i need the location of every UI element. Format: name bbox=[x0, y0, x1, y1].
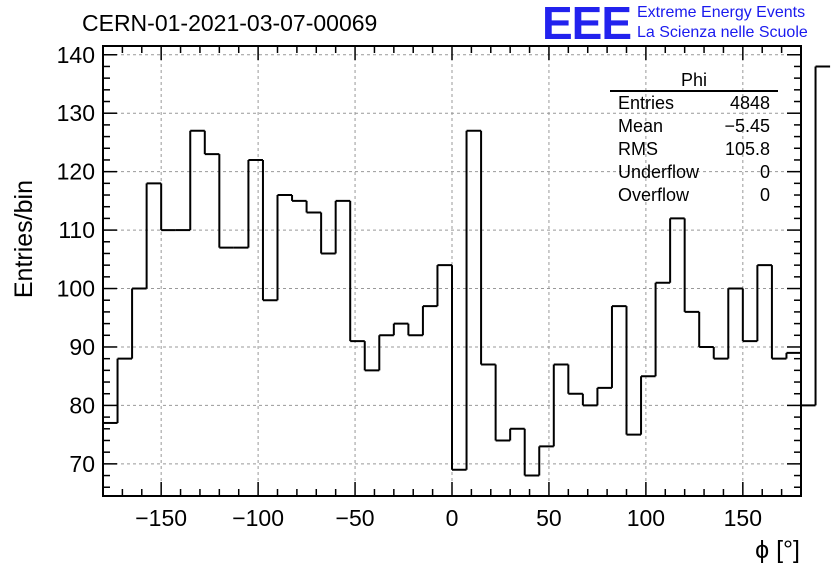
x-tick-label: −100 bbox=[232, 505, 284, 531]
chart-title: CERN-01-2021-03-07-00069 bbox=[82, 10, 378, 36]
stats-title: Phi bbox=[610, 70, 778, 92]
tick-labels: −150 −100 −50 0 50 100 150 70 80 90 100 110 120 130 14… bbox=[57, 42, 762, 531]
histogram-bin bbox=[378, 334, 394, 371]
histogram-bin bbox=[698, 311, 714, 348]
stats-row: Mean −5.45 bbox=[610, 115, 778, 138]
histogram-bin bbox=[218, 154, 234, 249]
x-tick-label: 150 bbox=[724, 505, 762, 531]
logo-caption: Extreme Energy Events La Scienza nelle S… bbox=[637, 3, 808, 43]
y-tick-label: 110 bbox=[58, 217, 95, 243]
y-tick-label: 140 bbox=[57, 42, 95, 68]
histogram-bin bbox=[770, 265, 787, 360]
histogram-bin bbox=[465, 129, 482, 470]
histogram-bin bbox=[392, 322, 409, 336]
histogram-bin bbox=[320, 212, 336, 255]
x-tick-label: 0 bbox=[446, 505, 459, 531]
stats-label: Mean bbox=[618, 116, 664, 136]
y-tick-label: 100 bbox=[57, 276, 95, 302]
histogram-bin bbox=[291, 195, 307, 202]
histogram-bin bbox=[640, 375, 656, 435]
histogram-bin bbox=[480, 130, 496, 366]
stats-row: Underflow 0 bbox=[610, 161, 778, 184]
histogram-bin bbox=[247, 158, 263, 248]
logo-line-2: La Scienza nelle Scuole bbox=[637, 24, 808, 41]
histogram-bin bbox=[276, 194, 293, 301]
histogram-bin bbox=[581, 393, 598, 407]
y-tick-label: 120 bbox=[57, 159, 95, 185]
stats-row: Overflow 0 bbox=[610, 184, 778, 207]
stats-label: Entries bbox=[618, 93, 675, 113]
stats-value: 105.8 bbox=[724, 139, 770, 159]
histogram-bin bbox=[683, 218, 700, 313]
histogram-bin bbox=[567, 364, 583, 395]
histogram-bin bbox=[145, 182, 162, 289]
histogram-bin bbox=[610, 305, 627, 388]
histogram-bin bbox=[436, 264, 452, 307]
x-axis-label: ϕ [°] bbox=[755, 536, 800, 564]
stats-label: Overflow bbox=[618, 185, 690, 205]
eee-logo: EEE bbox=[542, 0, 632, 49]
axis-ticks bbox=[102, 46, 802, 496]
stats-value: −5.45 bbox=[724, 116, 770, 136]
histogram-bin bbox=[305, 200, 322, 214]
histogram-bin bbox=[712, 346, 729, 360]
x-tick-label: 100 bbox=[627, 505, 665, 531]
y-axis-label: Entries/bin bbox=[10, 180, 38, 298]
histogram-bin bbox=[451, 265, 467, 471]
histogram-bin bbox=[654, 281, 671, 377]
stats-label: Underflow bbox=[618, 162, 700, 182]
histogram-bin bbox=[669, 217, 685, 283]
y-tick-label: 80 bbox=[69, 392, 95, 418]
histogram-bin bbox=[538, 445, 554, 476]
histogram-bin bbox=[349, 200, 365, 343]
histogram-bin bbox=[131, 287, 147, 359]
stats-label: RMS bbox=[618, 139, 658, 159]
histogram-bin bbox=[363, 341, 380, 372]
y-tick-label: 130 bbox=[57, 100, 95, 126]
histogram-bin bbox=[203, 130, 220, 156]
histogram-bin bbox=[596, 386, 612, 406]
histogram-bin bbox=[189, 129, 205, 231]
histogram-bin bbox=[756, 264, 772, 342]
histogram-bin bbox=[334, 199, 351, 254]
histogram-bin bbox=[552, 363, 569, 447]
stats-row: Entries 4848 bbox=[610, 92, 778, 115]
y-tick-label: 70 bbox=[69, 451, 95, 477]
histogram-bin bbox=[523, 428, 540, 477]
x-tick-label: −150 bbox=[135, 505, 187, 531]
histogram-bin bbox=[494, 364, 511, 442]
histogram-bin bbox=[421, 305, 438, 336]
histogram-bin bbox=[116, 357, 133, 423]
stats-value: 4848 bbox=[729, 93, 770, 113]
stats-value: 0 bbox=[759, 162, 770, 182]
histogram-bins bbox=[103, 65, 831, 477]
histogram-bin bbox=[741, 288, 758, 343]
histogram-bin bbox=[814, 65, 831, 406]
histogram-bin bbox=[509, 427, 525, 441]
stats-rows: Entries 4848 Mean −5.45 RMS 105.8 Underflow 0 Ov… bbox=[610, 92, 778, 207]
histogram-bin bbox=[261, 159, 278, 302]
x-tick-label: −50 bbox=[336, 505, 375, 531]
y-tick-label: 90 bbox=[69, 334, 95, 360]
logo-line-1: Extreme Energy Events bbox=[637, 4, 806, 21]
histogram-bin bbox=[727, 287, 743, 359]
stats-box: Phi Entries 4848 Mean −5.45 RMS 105.8 Underflo… bbox=[610, 70, 778, 207]
histogram-bin bbox=[160, 183, 176, 232]
x-tick-label: 50 bbox=[536, 505, 562, 531]
stats-value: 0 bbox=[759, 185, 770, 205]
histogram-bin bbox=[800, 352, 816, 407]
stats-row: RMS 105.8 bbox=[610, 138, 778, 161]
histogram-bin bbox=[407, 323, 423, 337]
histogram-bin bbox=[625, 306, 642, 436]
histogram-bin bbox=[785, 351, 801, 359]
